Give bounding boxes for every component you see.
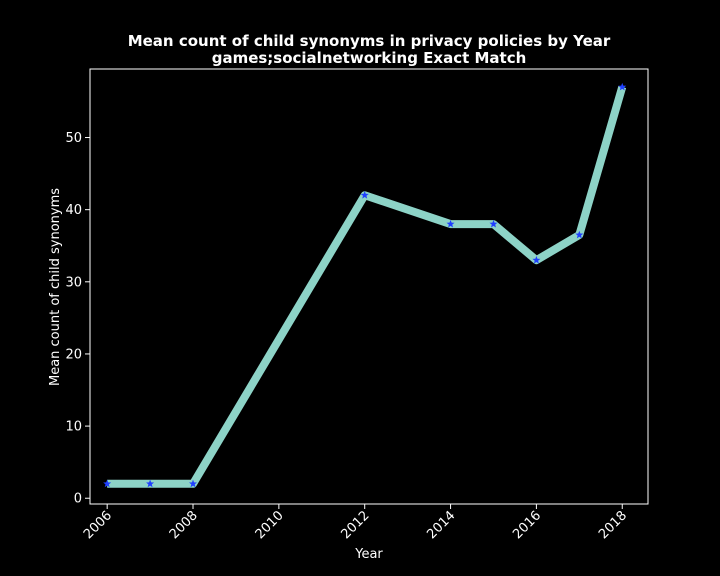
plot-frame (89, 68, 649, 505)
data-point-marker (532, 255, 541, 264)
data-point-marker (103, 479, 112, 488)
x-axis-label: Year (354, 547, 383, 562)
x-tick-label: 2012 (339, 508, 373, 542)
data-point-marker (489, 219, 498, 228)
x-tick-label: 2014 (424, 508, 458, 542)
data-point-marker (189, 479, 198, 488)
chart-subtitle: games;socialnetworking Exact Match (212, 49, 527, 67)
series-line (107, 85, 627, 488)
data-point-marker (146, 479, 155, 488)
y-tick-label: 50 (65, 131, 82, 146)
x-tick-label: 2018 (596, 508, 630, 542)
y-axis-label: Mean count of child synonyms (48, 188, 63, 386)
y-tick-label: 20 (65, 347, 82, 362)
x-tick-label: 2010 (253, 508, 287, 542)
y-tick-label: 10 (65, 420, 82, 435)
data-point-marker (618, 82, 627, 91)
y-tick-label: 0 (74, 492, 82, 507)
y-tick-label: 30 (65, 275, 82, 290)
data-point-marker (446, 219, 455, 228)
y-tick-label: 40 (65, 203, 82, 218)
x-tick-label: 2016 (510, 508, 544, 542)
x-axis-ticks: 2006 2008 2010 2012 2014 2016 2018 (81, 504, 630, 542)
data-point-marker (575, 230, 584, 239)
x-tick-label: 2008 (167, 508, 201, 542)
series-markers (103, 82, 627, 488)
data-point-marker (360, 191, 369, 199)
x-tick-label: 2006 (81, 508, 115, 542)
y-axis-ticks: 0 10 20 30 40 50 (65, 131, 90, 507)
chart-title: Mean count of child synonyms in privacy … (128, 32, 611, 50)
